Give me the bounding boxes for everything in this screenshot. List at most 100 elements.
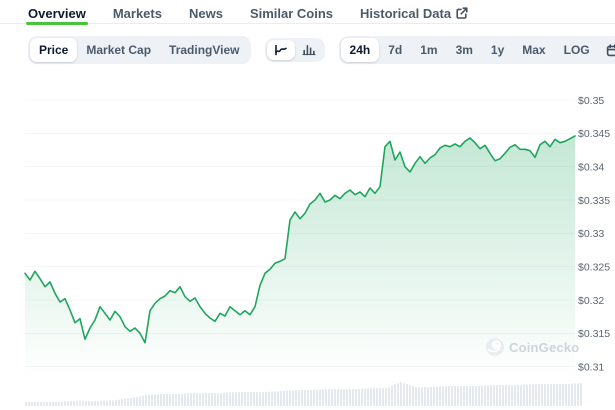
range-group: 24h 7d 1m 3m 1y Max LOG <box>338 36 615 64</box>
volume-bar <box>331 389 333 406</box>
volume-bar <box>130 398 132 406</box>
volume-bar <box>493 385 495 406</box>
volume-bar <box>433 386 435 406</box>
volume-bar <box>520 385 522 406</box>
volume-bar <box>181 393 183 406</box>
volume-bar <box>85 401 87 406</box>
tab-news[interactable]: News <box>189 0 223 24</box>
chart-type-bar-button[interactable] <box>295 40 323 60</box>
volume-bar <box>310 390 312 406</box>
y-axis-label: $0.325 <box>578 261 610 273</box>
volume-bar <box>205 393 207 406</box>
metric-toggle-market-cap[interactable]: Market Cap <box>77 38 160 62</box>
volume-bar <box>100 401 102 406</box>
volume-bar <box>322 389 324 406</box>
volume-navigator[interactable] <box>25 382 582 406</box>
volume-bar <box>178 393 180 406</box>
volume-bar <box>67 401 69 406</box>
volume-bar <box>355 389 357 406</box>
y-axis-label: $0.34 <box>578 161 604 173</box>
chart-type-group <box>264 38 325 62</box>
volume-bar <box>451 386 453 406</box>
volume-bar <box>406 384 408 406</box>
volume-bar <box>340 389 342 406</box>
volume-bar <box>193 393 195 406</box>
volume-bar <box>307 390 309 406</box>
volume-bar <box>46 402 48 406</box>
metric-toggle-tradingview[interactable]: TradingView <box>160 38 248 62</box>
tab-overview[interactable]: Overview <box>26 0 88 25</box>
volume-bar <box>64 401 66 406</box>
volume-bar <box>79 401 81 406</box>
volume-bar <box>415 387 417 406</box>
volume-bar <box>541 384 543 406</box>
y-axis-labels: $0.35 $0.345 $0.34 $0.335 $0.33 $0.325 $0.32 $0… <box>578 95 610 374</box>
tab-historical-data[interactable]: Historical Data <box>360 0 468 24</box>
tab-markets[interactable]: Markets <box>113 0 162 24</box>
volume-bar <box>259 392 261 406</box>
volume-bar <box>202 393 204 406</box>
volume-bar <box>250 392 252 406</box>
volume-bar <box>223 392 225 406</box>
volume-bar <box>385 388 387 406</box>
volume-bar <box>562 384 564 406</box>
volume-bar <box>559 384 561 406</box>
volume-bar <box>529 384 531 406</box>
coin-page-tabs: Overview Markets News Similar Coins Hist… <box>0 0 615 25</box>
volume-bar <box>40 402 42 406</box>
volume-bar <box>187 393 189 406</box>
volume-bar <box>526 384 528 406</box>
volume-bar <box>436 386 438 406</box>
volume-bar <box>373 388 375 406</box>
volume-bar <box>286 390 288 406</box>
volume-bar <box>58 401 60 406</box>
volume-bar <box>316 389 318 406</box>
range-1y[interactable]: 1y <box>482 38 513 62</box>
volume-bar <box>49 402 51 406</box>
volume-bar <box>238 392 240 406</box>
metric-toggle-price[interactable]: Price <box>30 38 78 62</box>
volume-bar <box>349 389 351 406</box>
volume-bar <box>298 390 300 406</box>
volume-bar <box>571 383 573 406</box>
range-3m[interactable]: 3m <box>447 38 482 62</box>
range-7d[interactable]: 7d <box>379 38 411 62</box>
volume-bar <box>580 383 582 406</box>
volume-bar <box>412 386 414 406</box>
volume-bar <box>574 383 576 406</box>
price-series <box>24 135 576 378</box>
volume-bar <box>175 394 177 406</box>
metric-toggle-group: Price Market Cap TradingView <box>28 36 251 64</box>
volume-bar <box>469 386 471 406</box>
calendar-button[interactable] <box>599 40 615 61</box>
volume-bar <box>163 394 165 406</box>
volume-bar <box>439 386 441 406</box>
volume-bar <box>463 386 465 406</box>
volume-bar <box>481 385 483 406</box>
chart-type-line-button[interactable] <box>266 40 295 60</box>
volume-bar <box>91 401 93 406</box>
volume-bar <box>325 389 327 406</box>
volume-bar <box>466 386 468 406</box>
volume-bar <box>577 383 579 406</box>
tab-markets-label: Markets <box>112 6 162 21</box>
volume-bar <box>418 387 420 406</box>
range-24h[interactable]: 24h <box>340 38 380 62</box>
volume-bar <box>319 389 321 406</box>
volume-bar <box>535 384 537 406</box>
tab-similar-coins[interactable]: Similar Coins <box>250 0 333 24</box>
volume-bar <box>427 387 429 406</box>
volume-bar <box>508 385 510 406</box>
volume-bar <box>487 385 489 406</box>
range-log[interactable]: LOG <box>555 38 599 62</box>
volume-bar <box>367 388 369 406</box>
volume-bar <box>457 386 459 406</box>
volume-bar <box>361 388 363 406</box>
range-max[interactable]: Max <box>513 38 554 62</box>
volume-bar <box>244 392 246 406</box>
range-1m[interactable]: 1m <box>411 38 446 62</box>
volume-bar <box>397 383 399 406</box>
volume-bar <box>328 389 330 406</box>
volume-bar <box>253 392 255 406</box>
